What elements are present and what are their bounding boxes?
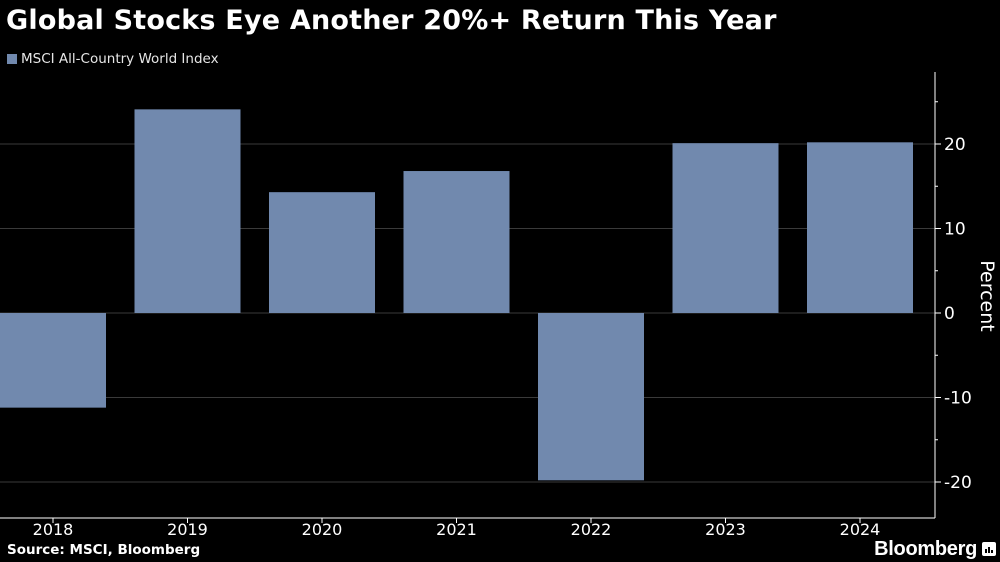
legend-swatch xyxy=(7,54,17,64)
x-tick-label: 2018 xyxy=(33,520,74,539)
source-note: Source: MSCI, Bloomberg xyxy=(7,542,201,558)
bars xyxy=(0,109,913,481)
x-axis-labels: 2018 2019 2020 2021 2022 2023 2024 xyxy=(33,518,881,539)
chart-title: Global Stocks Eye Another 20%+ Return Th… xyxy=(6,5,777,36)
x-tick-label: 2024 xyxy=(840,520,881,539)
bar-2022 xyxy=(538,313,644,481)
y-tick-label: 0 xyxy=(944,304,955,324)
bar-2018 xyxy=(0,313,106,408)
bar-2024 xyxy=(807,142,913,313)
bar-2020 xyxy=(269,192,375,313)
x-tick-label: 2022 xyxy=(571,520,612,539)
bloomberg-logo: Bloomberg xyxy=(874,536,996,562)
x-tick-label: 2019 xyxy=(167,520,208,539)
x-tick-label: 2020 xyxy=(302,520,343,539)
y-tick-label: -20 xyxy=(944,473,972,493)
bar-2021 xyxy=(403,171,510,313)
y-tick-label: 10 xyxy=(944,220,966,240)
y-tick-label: 20 xyxy=(944,135,966,155)
x-tick-label: 2021 xyxy=(436,520,477,539)
y-tick-label: -10 xyxy=(944,389,972,409)
y-axis-title: Percent xyxy=(976,260,998,332)
legend-label: MSCI All-Country World Index xyxy=(21,51,219,67)
y-axis: -20 -10 0 10 20 xyxy=(0,72,972,519)
bar-2019 xyxy=(134,109,241,313)
x-tick-label: 2023 xyxy=(705,520,746,539)
brand-name: Bloomberg xyxy=(874,537,977,560)
bloomberg-chart-icon xyxy=(982,542,996,556)
bar-2023 xyxy=(672,143,779,313)
legend: MSCI All-Country World Index xyxy=(7,50,219,68)
